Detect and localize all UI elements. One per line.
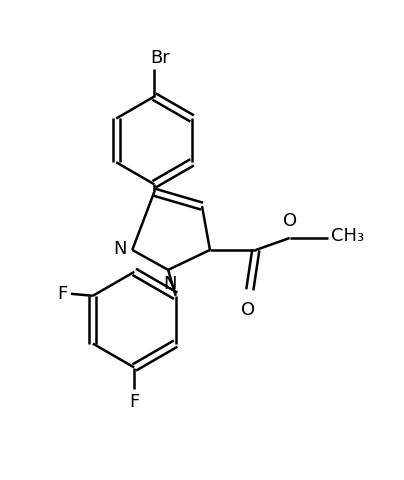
Text: O: O (241, 301, 255, 319)
Text: O: O (282, 212, 297, 230)
Text: CH₃: CH₃ (332, 227, 365, 245)
Text: F: F (129, 393, 139, 410)
Text: F: F (57, 285, 68, 303)
Text: Br: Br (150, 48, 170, 67)
Text: N: N (163, 275, 177, 293)
Text: N: N (114, 240, 127, 258)
